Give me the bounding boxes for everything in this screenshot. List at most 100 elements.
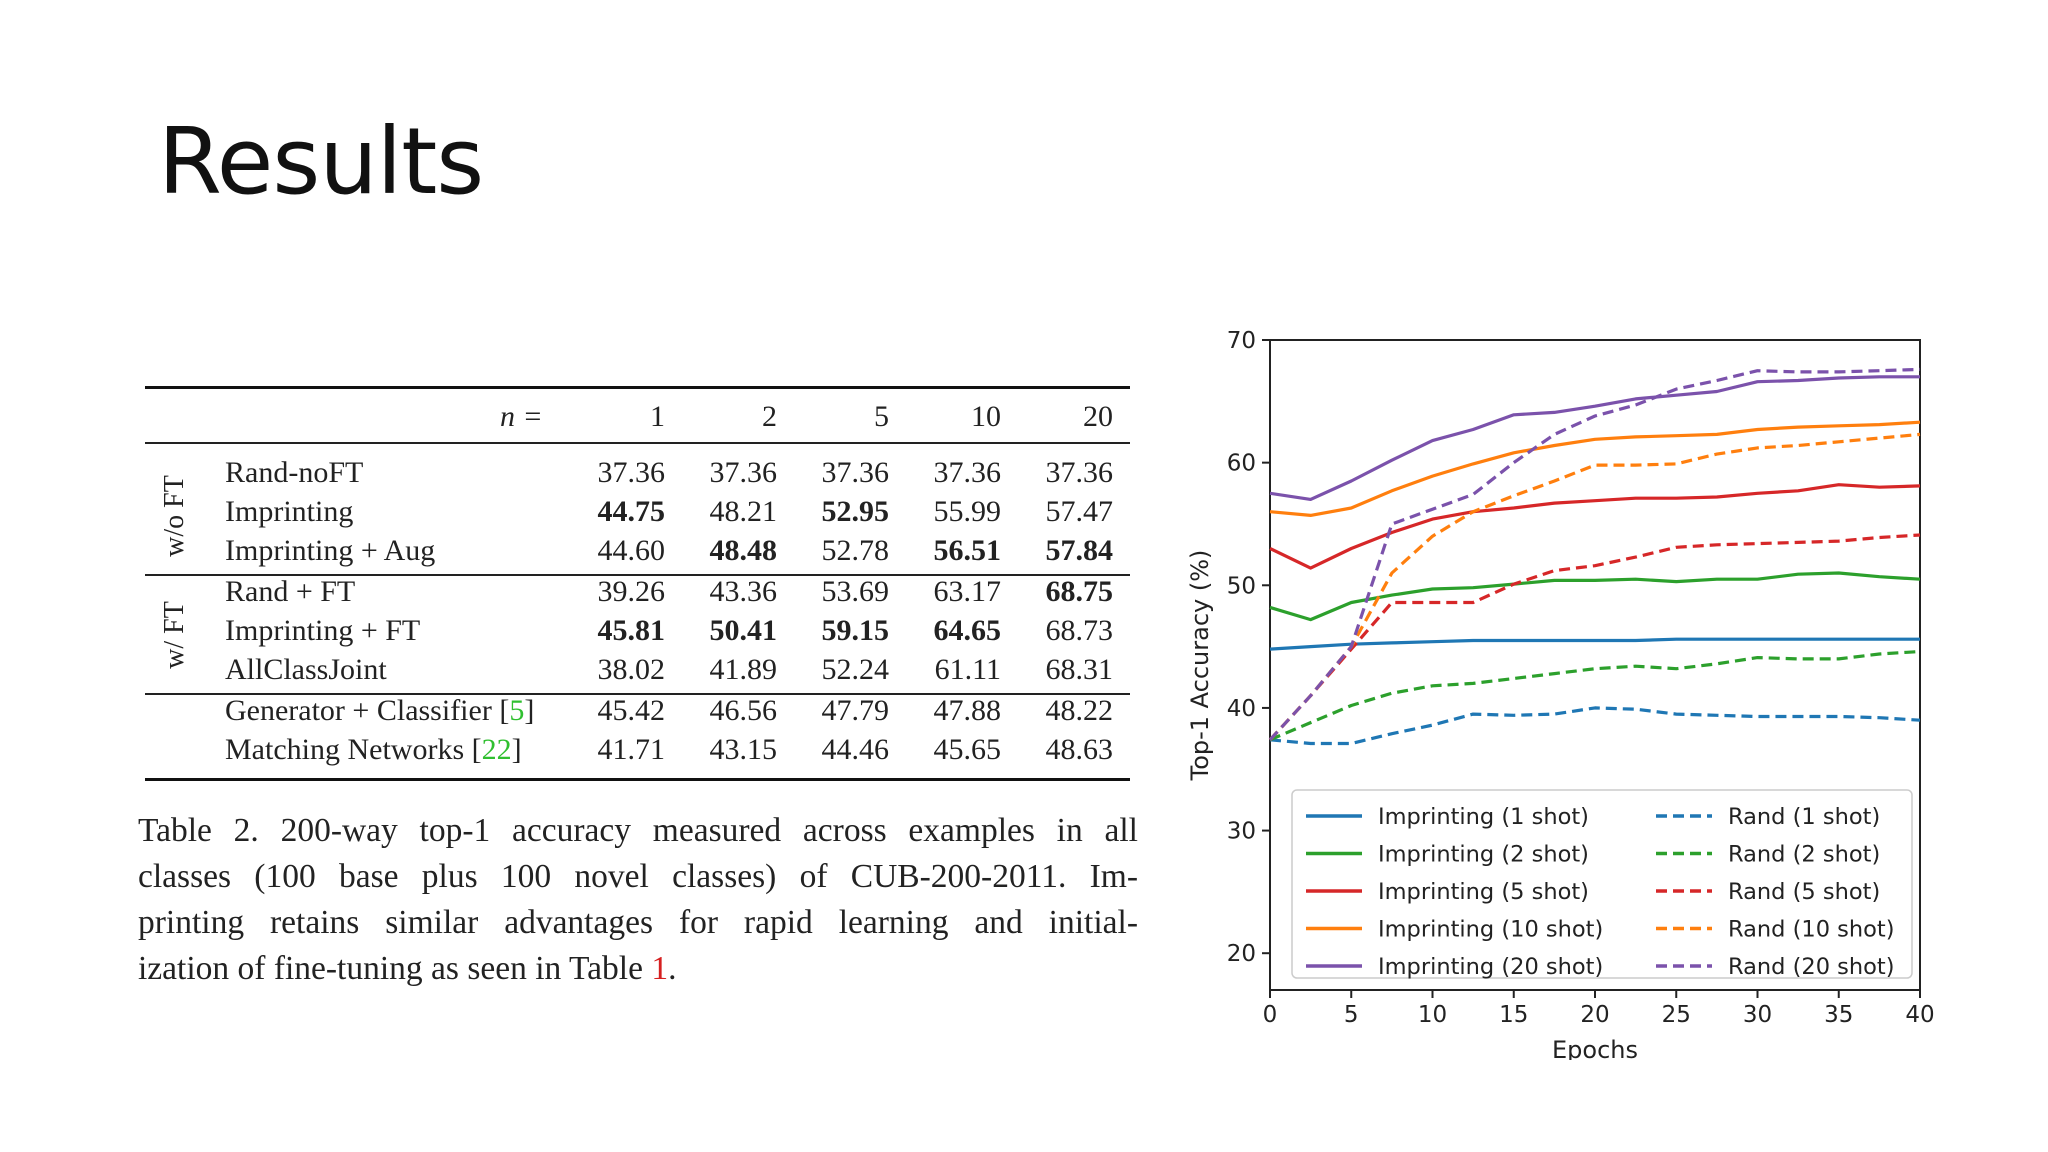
table-cell: 48.22 — [1045, 694, 1114, 727]
column-header: 5 — [874, 400, 889, 433]
y-tick-label: 50 — [1227, 573, 1256, 599]
table-cell: 55.99 — [933, 495, 1002, 528]
table-cell: 37.36 — [1045, 456, 1114, 489]
table-cell: 46.56 — [709, 694, 778, 727]
table-cell: 57.84 — [1045, 534, 1114, 567]
table-row-method: Rand-noFT — [225, 456, 364, 489]
table-rule — [145, 778, 1130, 781]
table-cell: 47.79 — [821, 694, 890, 727]
table-row-method: Generator + Classifier [5] — [225, 694, 535, 727]
table-row-method: Imprinting + Aug — [225, 534, 436, 567]
legend-entry: Rand (1 shot) — [1728, 804, 1880, 830]
table-row-method: Imprinting + FT — [225, 614, 421, 647]
column-header: 20 — [1083, 400, 1113, 433]
x-tick-label: 40 — [1905, 1002, 1934, 1028]
citation-link[interactable]: 5 — [509, 694, 525, 727]
table-rule — [145, 693, 1130, 695]
legend-entry: Imprinting (2 shot) — [1378, 842, 1589, 868]
table-cell: 45.42 — [597, 694, 666, 727]
series-line — [1268, 432, 1921, 741]
table-caption: Table 2. 200-way top-1 accuracy measured… — [138, 808, 1138, 992]
table-row-method: Imprinting — [225, 495, 354, 528]
table-cell: 41.89 — [709, 653, 778, 686]
table-cell: 37.36 — [821, 456, 890, 489]
table-rule — [145, 386, 1130, 389]
x-tick-label: 15 — [1499, 1002, 1528, 1028]
caption-line: classes (100 base plus 100 novel classes… — [138, 858, 1138, 895]
table-row-method: AllClassJoint — [225, 653, 387, 686]
table-cell: 43.15 — [709, 733, 778, 766]
caption-line: Table 2. 200-way top-1 accuracy measured… — [138, 812, 1138, 849]
table-cell: 52.78 — [821, 534, 890, 567]
series-line — [1269, 375, 1920, 501]
group-label: w/ FT — [159, 600, 190, 669]
caption-text: . — [668, 950, 677, 987]
table-cell: 44.60 — [597, 534, 666, 567]
table-cell: 57.47 — [1045, 495, 1114, 528]
slide-title: Results — [158, 108, 484, 215]
x-axis-label: Epochs — [1552, 1036, 1638, 1060]
series-line — [1269, 420, 1921, 517]
table-cell: 52.95 — [821, 495, 890, 528]
table-cell: 68.31 — [1045, 653, 1114, 686]
table-rule — [145, 574, 1130, 576]
table-reference-link[interactable]: 1 — [651, 950, 669, 987]
series-line — [1269, 637, 1920, 651]
legend-box — [1291, 789, 1913, 979]
table-cell: 45.65 — [933, 733, 1002, 766]
x-tick-label: 5 — [1344, 1002, 1359, 1028]
legend-entry: Imprinting (10 shot) — [1378, 917, 1603, 943]
table-cell: 48.48 — [709, 534, 778, 567]
accuracy-line-chart: 0 5 10 15 20 25 30 35 40 20 30 40 50 60 70 Epochs Top-1 … — [1186, 328, 1935, 1060]
citation-link[interactable]: 22 — [481, 733, 512, 766]
table-cell: 50.41 — [709, 614, 778, 647]
table-cell: 47.88 — [933, 694, 1002, 727]
column-header: 2 — [762, 400, 777, 433]
legend-entry: Rand (20 shot) — [1728, 954, 1895, 980]
legend-entry: Rand (10 shot) — [1728, 917, 1895, 943]
table-cell: 53.69 — [821, 575, 890, 608]
legend-entry: Imprinting (1 shot) — [1378, 804, 1589, 830]
table-cell: 41.71 — [597, 733, 666, 766]
column-header: 1 — [650, 400, 665, 433]
table-cell: 48.63 — [1045, 733, 1114, 766]
table-cell: 39.26 — [597, 575, 666, 608]
table-cell: 64.65 — [933, 614, 1002, 647]
legend-entry: Rand (5 shot) — [1728, 879, 1880, 905]
y-tick-label: 60 — [1227, 451, 1256, 477]
column-header: 10 — [971, 400, 1001, 433]
x-tick-label: 30 — [1743, 1002, 1772, 1028]
table-cell: 56.51 — [933, 534, 1002, 567]
table-cell: 44.75 — [597, 495, 666, 528]
series-line — [1269, 483, 1921, 570]
y-tick-label: 20 — [1227, 941, 1256, 967]
x-tick-label: 25 — [1662, 1002, 1691, 1028]
table-cell: 44.46 — [821, 733, 890, 766]
y-tick-label: 40 — [1227, 696, 1256, 722]
legend-entry: Imprinting (5 shot) — [1378, 879, 1589, 905]
table-cell: 48.21 — [709, 495, 778, 528]
table-cell: 37.36 — [933, 456, 1002, 489]
table-cell: 68.73 — [1045, 614, 1114, 647]
x-tick-label: 10 — [1418, 1002, 1447, 1028]
series-line — [1268, 367, 1921, 741]
group-label: w/o FT — [159, 474, 190, 557]
caption-text: ization of fine-tuning as seen in Table — [138, 950, 652, 987]
y-tick-label: 30 — [1227, 819, 1256, 845]
table-cell: 63.17 — [933, 575, 1002, 608]
legend-entry: Imprinting (20 shot) — [1378, 954, 1603, 980]
table-cell: 52.24 — [821, 653, 890, 686]
x-tick-label: 35 — [1824, 1002, 1853, 1028]
table-cell: 43.36 — [709, 575, 778, 608]
table-row-method: Rand + FT — [225, 575, 356, 608]
column-header-n: n = — [500, 400, 543, 433]
table-cell: 59.15 — [821, 614, 890, 647]
x-tick-label: 0 — [1263, 1002, 1278, 1028]
table-row-method: Matching Networks [22] — [225, 733, 522, 766]
x-tick-label: 20 — [1580, 1002, 1609, 1028]
table-cell: 68.75 — [1045, 575, 1114, 608]
caption-line: printing retains similar advantages for … — [138, 904, 1138, 941]
table-cell: 37.36 — [709, 456, 778, 489]
series-line — [1268, 533, 1921, 741]
table-cell: 61.11 — [934, 653, 1001, 686]
